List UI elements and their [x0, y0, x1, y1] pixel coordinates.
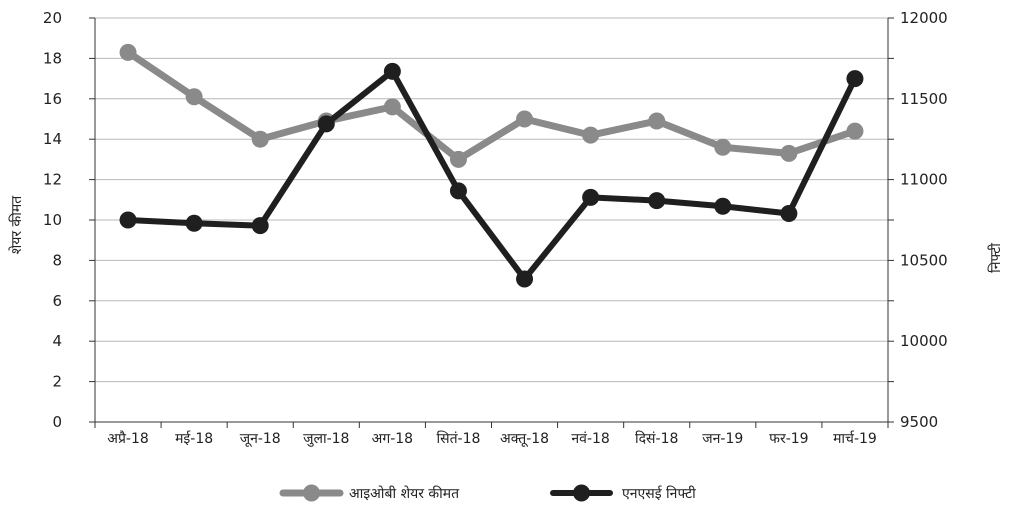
- y-right-title: निफ्टी: [987, 243, 1004, 273]
- series-2-point: [119, 211, 137, 229]
- series-2-point: [383, 62, 401, 80]
- y-right-tick-label: 11000: [900, 171, 948, 189]
- series-2-point: [648, 192, 666, 210]
- x-tick-label: अग-18: [372, 431, 413, 447]
- y-right-tick-label: 9500: [900, 413, 938, 431]
- x-tick-label: मई-18: [175, 430, 213, 447]
- x-tick-label: जुला-18: [303, 431, 349, 447]
- legend-label-1: आइओबी शेयर कीमत: [349, 485, 460, 502]
- legend-swatch-marker-2: [573, 484, 590, 502]
- grid-lines: [95, 17, 888, 423]
- series-2-point: [317, 115, 335, 133]
- x-tick-label: मार्च-19: [833, 430, 877, 447]
- y-left-tick-label: 16: [43, 90, 62, 108]
- series-1-point: [582, 126, 600, 144]
- y-left-tick-label: 10: [43, 211, 62, 229]
- series-1-point: [516, 110, 534, 128]
- y-left-tick-label: 8: [52, 251, 62, 269]
- plot-series: [119, 43, 864, 288]
- y-right-tick-label: 12000: [900, 9, 948, 27]
- axes: 0 2 4 6 8 10 12 14 16 18 20 9500 10000 10500 11000 1150…: [8, 9, 1004, 447]
- y-right-tick-label: 11500: [900, 90, 948, 108]
- series-1-point: [251, 130, 269, 148]
- x-tick-label: नवं-18: [571, 431, 609, 447]
- series-2-point: [251, 217, 269, 235]
- series-1-point: [846, 122, 864, 140]
- y-right-tick-label: 10000: [900, 332, 948, 350]
- legend-swatch-marker-1: [303, 484, 320, 502]
- series-1-point: [185, 88, 203, 106]
- series-2-point: [516, 270, 534, 288]
- x-tick-label: दिसं-18: [635, 430, 678, 447]
- series-2-point: [714, 197, 732, 215]
- series-1-point: [119, 43, 137, 61]
- legend-label-2: एनएसई निफ्टी: [622, 485, 696, 502]
- x-tick-label: सितं-18: [436, 430, 480, 447]
- y-left-tick-label: 0: [52, 413, 62, 431]
- series-1-point: [714, 138, 732, 156]
- x-tick-label: जून-18: [240, 431, 281, 447]
- y-left-tick-label: 2: [52, 373, 62, 391]
- series-2-point: [846, 70, 864, 88]
- y-left-tick-label: 4: [52, 332, 62, 350]
- y-left-tick-label: 18: [43, 49, 62, 67]
- y-right-tick-label: 10500: [900, 251, 948, 269]
- series-1-point: [780, 144, 798, 162]
- x-tick-label: फर-19: [769, 431, 808, 447]
- series-2-point: [780, 205, 798, 223]
- y-left-tick-label: 12: [43, 171, 62, 189]
- series-line-2: [125, 68, 858, 282]
- y-left-title: शेयर कीमत: [8, 195, 25, 255]
- series-2-point: [449, 182, 467, 200]
- x-tick-label: अप्रै-18: [107, 430, 149, 447]
- series-1-point: [449, 150, 467, 168]
- legend: आइओबी शेयर कीमत एनएसई निफ्टी: [279, 484, 696, 502]
- y-left-tick-label: 20: [43, 9, 62, 27]
- x-tick-label: अक्तू-18: [500, 431, 549, 447]
- series-2-point: [582, 188, 600, 206]
- series-1-point: [383, 98, 401, 116]
- x-tick-label: जन-19: [702, 431, 743, 447]
- series-line-1: [124, 48, 859, 163]
- y-left-tick-label: 6: [52, 292, 62, 310]
- series-1-point: [648, 112, 666, 130]
- y-left-tick-label: 14: [43, 130, 62, 148]
- series-2-point: [185, 214, 203, 232]
